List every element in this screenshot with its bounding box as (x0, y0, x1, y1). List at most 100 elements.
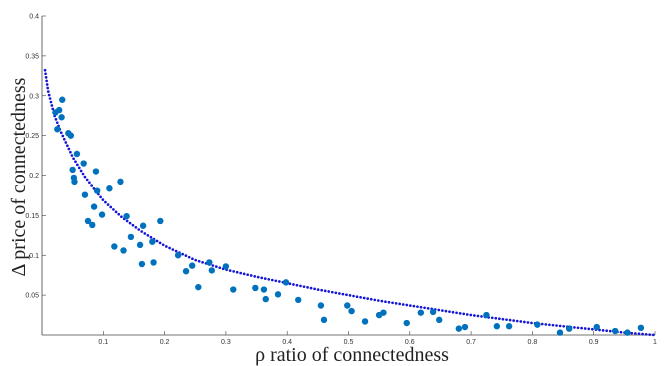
data-point (139, 222, 147, 229)
trend-dot (260, 276, 264, 280)
data-point (67, 132, 75, 139)
trend-dot (242, 272, 246, 276)
trend-dot (263, 277, 267, 280)
trend-dot (83, 175, 87, 179)
trend-dot (320, 288, 324, 292)
trend-dot (648, 333, 652, 336)
data-point (69, 166, 76, 174)
data-point (92, 168, 100, 175)
trend-dot (70, 154, 74, 157)
trend-dot (149, 235, 153, 239)
data-point (624, 329, 631, 336)
trend-dot (131, 223, 135, 227)
data-point (81, 191, 89, 198)
data-point (195, 283, 202, 291)
y-axis-ticks: 0.05 0.1 0.15 0.2 0.25 0.3 0.35 0.4 (25, 14, 46, 300)
trend-dot (530, 321, 533, 325)
trend-dot (62, 137, 66, 141)
trend-dot (256, 275, 260, 279)
trend-dot (90, 184, 93, 187)
trend-dot (405, 303, 409, 307)
trend-dot (448, 310, 451, 314)
trend-dot (54, 117, 58, 121)
data-point (59, 96, 66, 103)
trend-dot (398, 302, 402, 306)
data-point (436, 316, 443, 324)
trend-dot (498, 317, 501, 321)
trend-dot (47, 93, 51, 97)
trend-dot (327, 290, 331, 293)
trend-dot (246, 273, 250, 277)
trend-dot (476, 314, 480, 318)
data-point (282, 279, 290, 286)
trend-dot (43, 68, 47, 72)
trend-dot (72, 157, 75, 161)
trend-dot (120, 215, 123, 219)
x-tick-label: 0.5 (344, 339, 354, 346)
data-point (93, 187, 101, 194)
data-point (84, 217, 92, 225)
trend-dot (644, 332, 648, 336)
trend-dot (573, 326, 576, 329)
trend-dot (587, 327, 591, 331)
trend-dot (465, 313, 469, 316)
x-tick-label: 0.8 (528, 339, 538, 346)
trend-dot (394, 302, 398, 305)
data-point (123, 212, 130, 220)
y-tick-label: 0.2 (29, 173, 39, 180)
trend-dot (451, 310, 455, 314)
x-axis-title: ρ ratio of connectedness (255, 344, 449, 366)
trend-dot (505, 318, 508, 322)
trend-dot (109, 205, 113, 209)
x-tick-label: 0.2 (160, 339, 170, 346)
trend-dot (540, 322, 544, 326)
trend-dot (426, 307, 430, 310)
data-point (136, 241, 144, 249)
trend-dot (106, 203, 110, 206)
trend-dot (601, 329, 605, 332)
trend-dot (469, 313, 473, 317)
data-point (58, 114, 65, 121)
trend-dot (64, 141, 68, 144)
trend-dot (235, 270, 239, 274)
trend-dot (211, 264, 215, 267)
plot-area: 0.1 0.2 0.3 0.4 0.5 0.6 0.7 0.8 0.9 1 0.05 0.1 0.15… (25, 14, 657, 347)
data-point (637, 324, 645, 332)
data-point (90, 203, 98, 210)
data-point (361, 318, 369, 325)
trend-dot (292, 283, 295, 286)
trend-dot (79, 169, 83, 173)
x-axis-ticks: 0.1 0.2 0.3 0.4 0.5 0.6 0.7 0.8 0.9 1 (98, 331, 657, 346)
trend-dot (69, 150, 72, 154)
trend-dot (355, 295, 359, 299)
trend-dot (608, 329, 612, 333)
scatter-points (52, 96, 645, 336)
trend-dot (50, 104, 54, 107)
trend-dot (214, 265, 218, 268)
data-point (149, 238, 156, 245)
trend-dot (345, 293, 348, 297)
data-point (120, 247, 127, 254)
trend-dot (232, 270, 236, 273)
trend-dot (161, 243, 165, 247)
trend-dot (401, 303, 405, 306)
trend-dot (81, 172, 85, 176)
data-point (73, 150, 81, 158)
trend-dot (641, 332, 644, 336)
trend-dot (76, 163, 79, 167)
data-point (80, 160, 87, 167)
trend-dot (85, 178, 89, 182)
trend-dot (46, 90, 50, 93)
data-point (89, 221, 96, 229)
x-tick-label: 0.3 (221, 339, 231, 346)
trend-dot (146, 233, 150, 237)
trend-dot (651, 333, 655, 337)
trend-dot (323, 289, 327, 293)
trend-dot (117, 212, 121, 216)
trend-dot (59, 131, 63, 135)
trend-dot (239, 271, 243, 275)
data-point (55, 106, 63, 114)
trend-dot (128, 221, 132, 225)
trend-dot (99, 195, 102, 199)
